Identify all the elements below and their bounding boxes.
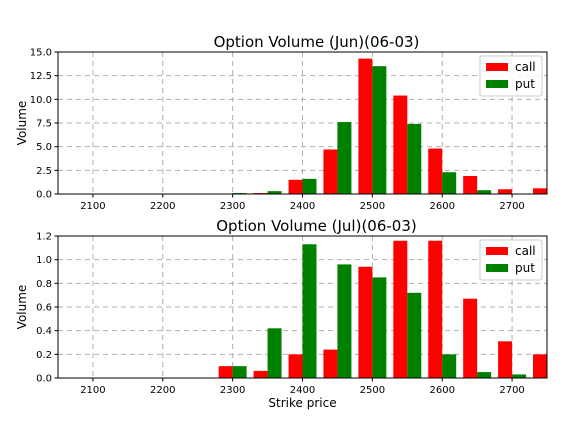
x-tick-label: 2300 [220, 201, 245, 212]
y-tick-label: 0.0 [36, 190, 52, 201]
x-tick-label: 2200 [150, 385, 175, 396]
bar-put-2350 [267, 328, 282, 378]
bar-put-2500 [372, 277, 387, 378]
y-tick-label: 15.0 [30, 48, 52, 59]
bar-put-2700 [512, 374, 527, 378]
bar-call-2750 [533, 354, 547, 378]
y-tick-label: 1.2 [36, 232, 52, 243]
legend-label-put: put [515, 77, 535, 91]
bar-call-2500 [358, 58, 373, 194]
bar-put-2300 [232, 366, 247, 378]
bar-call-2650 [463, 298, 478, 378]
y-tick-label: 0.2 [36, 350, 52, 361]
y-tick-label: 0.0 [36, 374, 52, 385]
x-tick-label: 2700 [499, 385, 524, 396]
bar-put-2450 [337, 122, 352, 194]
bar-put-2350 [267, 191, 282, 194]
bar-call-2350 [253, 370, 268, 378]
bars-group [218, 240, 547, 378]
chart-panel-1: 2100 2200 2300 2400 2500 2600 2700 0.0 2.5 5.0 7.5… [15, 33, 548, 212]
bar-call-2450 [323, 349, 338, 378]
legend-label-call: call [515, 244, 536, 258]
y-tick-label: 0.8 [36, 279, 52, 290]
y-tick-label: 5.0 [36, 142, 52, 153]
bar-call-2600 [428, 148, 443, 194]
y-tick-label: 0.4 [36, 326, 52, 337]
bar-call-2650 [463, 176, 478, 194]
y-tick-label: 10.0 [30, 95, 52, 106]
x-tick-label: 2200 [150, 201, 175, 212]
legend: call put [479, 55, 543, 97]
bar-put-2550 [407, 123, 422, 194]
y-tick-label: 0.6 [36, 303, 52, 314]
legend: call put [479, 239, 543, 281]
bar-call-2300 [218, 366, 233, 378]
bar-put-2400 [302, 178, 317, 194]
x-axis-label: Strike price [268, 396, 336, 410]
bar-put-2600 [442, 354, 457, 378]
bar-put-2600 [442, 172, 457, 194]
x-tick-label: 2300 [220, 385, 245, 396]
bar-call-2400 [288, 354, 303, 378]
y-tick-label: 12.5 [30, 71, 52, 82]
bar-call-2750 [533, 188, 547, 194]
legend-swatch-put [486, 264, 508, 272]
bar-put-2450 [337, 264, 352, 378]
bar-call-2500 [358, 266, 373, 378]
x-tick-label: 2400 [290, 201, 315, 212]
legend-swatch-call [486, 247, 508, 255]
bar-call-2550 [393, 240, 408, 378]
y-tick-label: 1.0 [36, 255, 52, 266]
chart-title: Option Volume (Jul)(06-03) [216, 217, 416, 235]
x-tick-label: 2600 [429, 385, 454, 396]
bar-call-2700 [498, 341, 513, 378]
bar-call-2600 [428, 240, 443, 378]
bar-put-2400 [302, 244, 317, 378]
legend-swatch-call [486, 63, 508, 71]
bar-call-2400 [288, 179, 303, 194]
chart-panel-2: 2100 2200 2300 2400 2500 2600 2700 0.0 0.2 0.4 0.6… [15, 217, 548, 410]
bar-put-2550 [407, 292, 422, 378]
x-tick-label: 2400 [290, 385, 315, 396]
x-tick-label: 2100 [80, 385, 105, 396]
bar-call-2700 [498, 189, 513, 194]
y-tick-label: 2.5 [36, 166, 52, 177]
bar-put-2650 [477, 372, 492, 378]
x-tick-label: 2100 [80, 201, 105, 212]
x-tick-label: 2500 [360, 201, 385, 212]
y-axis-label: Volume [15, 285, 29, 330]
chart-title: Option Volume (Jun)(06-03) [214, 33, 420, 51]
y-tick-label: 7.5 [36, 119, 52, 130]
legend-swatch-put [486, 80, 508, 88]
legend-label-call: call [515, 60, 536, 74]
bar-call-2450 [323, 149, 338, 194]
x-tick-label: 2500 [360, 385, 385, 396]
x-tick-label: 2700 [499, 201, 524, 212]
bar-put-2500 [372, 66, 387, 194]
legend-label-put: put [515, 261, 535, 275]
bar-call-2550 [393, 95, 408, 194]
y-axis-label: Volume [15, 101, 29, 146]
x-tick-label: 2600 [429, 201, 454, 212]
bar-put-2650 [477, 190, 492, 194]
